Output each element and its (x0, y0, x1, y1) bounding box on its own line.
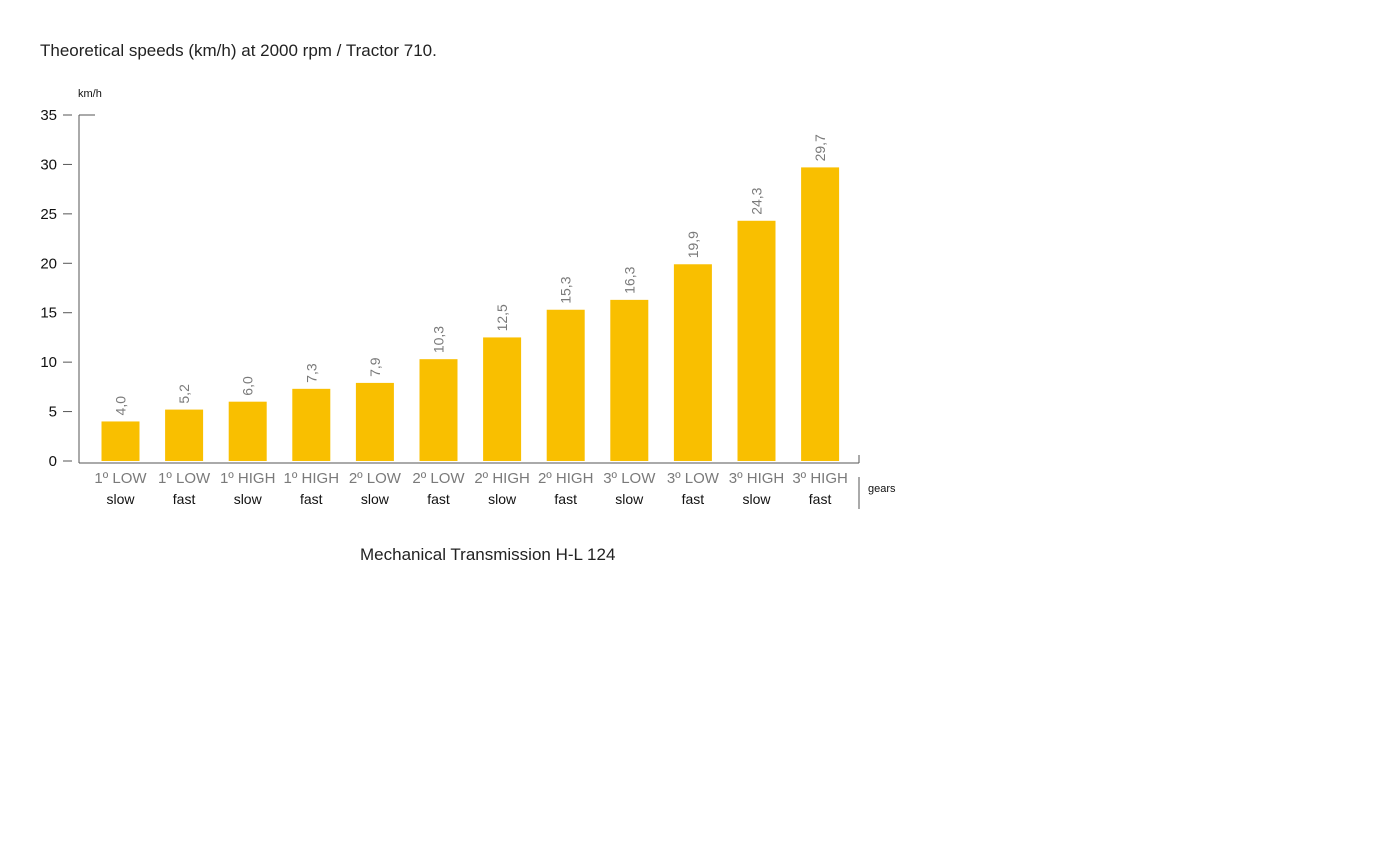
data-label: 7,9 (367, 357, 383, 377)
data-label: 29,7 (812, 134, 828, 161)
data-label: 5,2 (176, 384, 192, 404)
x-tick-gear-label: 1º LOW (158, 470, 211, 487)
x-tick-gear-label: 3º LOW (603, 470, 656, 487)
x-tick-gear-label: 2º LOW (349, 470, 402, 487)
chart-caption: Mechanical Transmission H-L 124 (360, 545, 615, 564)
x-axis-label: gears (868, 483, 896, 495)
bar (228, 401, 267, 461)
x-tick-speed-label: slow (361, 491, 390, 507)
x-tick-speed-label: slow (615, 491, 644, 507)
y-tick-label: 10 (40, 354, 57, 371)
data-label: 10,3 (431, 326, 447, 353)
axes (78, 114, 860, 464)
data-label: 15,3 (558, 276, 574, 303)
x-tick-speed-label: fast (300, 491, 323, 507)
data-label: 19,9 (685, 231, 701, 258)
x-tick-speed-label: slow (742, 491, 771, 507)
y-tick-label: 20 (40, 255, 57, 272)
x-tick-speed-label: fast (173, 491, 196, 507)
data-label: 6,0 (240, 376, 256, 396)
bar (355, 382, 394, 461)
bar (165, 409, 204, 461)
data-label: 24,3 (749, 187, 765, 214)
x-tick-speed-label: fast (682, 491, 705, 507)
data-label: 4,0 (113, 396, 129, 416)
bar (419, 359, 458, 461)
x-tick-gear-label: 1º HIGH (284, 470, 340, 487)
data-label: 16,3 (621, 266, 637, 293)
x-tick-speed-label: fast (427, 491, 450, 507)
x-tick-speed-label: fast (554, 491, 577, 507)
bar (801, 167, 840, 461)
x-tick-speed-label: slow (106, 491, 135, 507)
bar (673, 264, 712, 461)
x-tick-gear-label: 2º HIGH (474, 470, 530, 487)
x-labels: 1º LOW slow 1º LOW fast 1º HIGH slow 1º HIGH fa… (94, 470, 847, 507)
x-tick-gear-label: 1º HIGH (220, 470, 276, 487)
x-tick-gear-label: 3º HIGH (792, 470, 848, 487)
y-tick-label: 25 (40, 206, 57, 223)
bar (101, 421, 140, 461)
x-tick-gear-label: 1º LOW (94, 470, 147, 487)
bar (546, 309, 585, 461)
x-tick-gear-label: 2º HIGH (538, 470, 594, 487)
bar (292, 388, 331, 461)
y-ticks: 0 5 10 15 20 25 30 35 (40, 107, 72, 470)
chart-title: Theoretical speeds (km/h) at 2000 rpm / … (40, 41, 437, 60)
bar (737, 220, 776, 461)
y-tick-label: 0 (49, 453, 57, 470)
data-label: 12,5 (494, 304, 510, 331)
y-tick-label: 5 (49, 404, 57, 421)
y-tick-label: 30 (40, 156, 57, 173)
y-tick-label: 15 (40, 305, 57, 322)
x-tick-speed-label: slow (234, 491, 263, 507)
x-tick-gear-label: 3º HIGH (729, 470, 785, 487)
bar (610, 299, 649, 461)
bar (483, 337, 522, 461)
data-label: 7,3 (303, 363, 319, 383)
x-tick-speed-label: fast (809, 491, 832, 507)
x-tick-gear-label: 3º LOW (667, 470, 720, 487)
x-tick-speed-label: slow (488, 491, 517, 507)
y-axis-unit: km/h (78, 88, 102, 100)
x-tick-gear-label: 2º LOW (412, 470, 465, 487)
bars: 4,0 5,2 6,0 7,3 7,9 10,3 12,5 15,3 16,3 19,9 24,3 2… (101, 134, 840, 461)
y-tick-label: 35 (40, 107, 57, 124)
